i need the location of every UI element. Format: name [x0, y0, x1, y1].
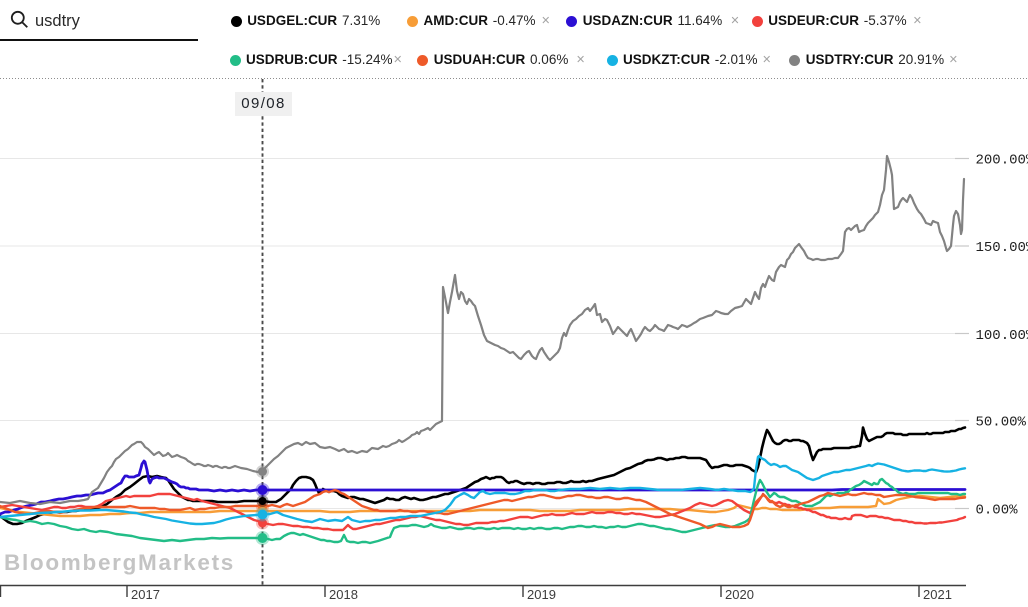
svg-text:0.00%: 0.00% [976, 503, 1019, 519]
svg-text:2020: 2020 [725, 587, 754, 602]
svg-text:2018: 2018 [329, 587, 358, 602]
svg-text:200.00%: 200.00% [976, 153, 1028, 169]
svg-text:150.00%: 150.00% [976, 240, 1028, 256]
svg-text:50.00%: 50.00% [976, 415, 1027, 431]
svg-text:2017: 2017 [131, 587, 160, 602]
svg-text:2021: 2021 [923, 587, 952, 602]
svg-text:2019: 2019 [527, 587, 556, 602]
svg-text:100.00%: 100.00% [976, 328, 1028, 344]
